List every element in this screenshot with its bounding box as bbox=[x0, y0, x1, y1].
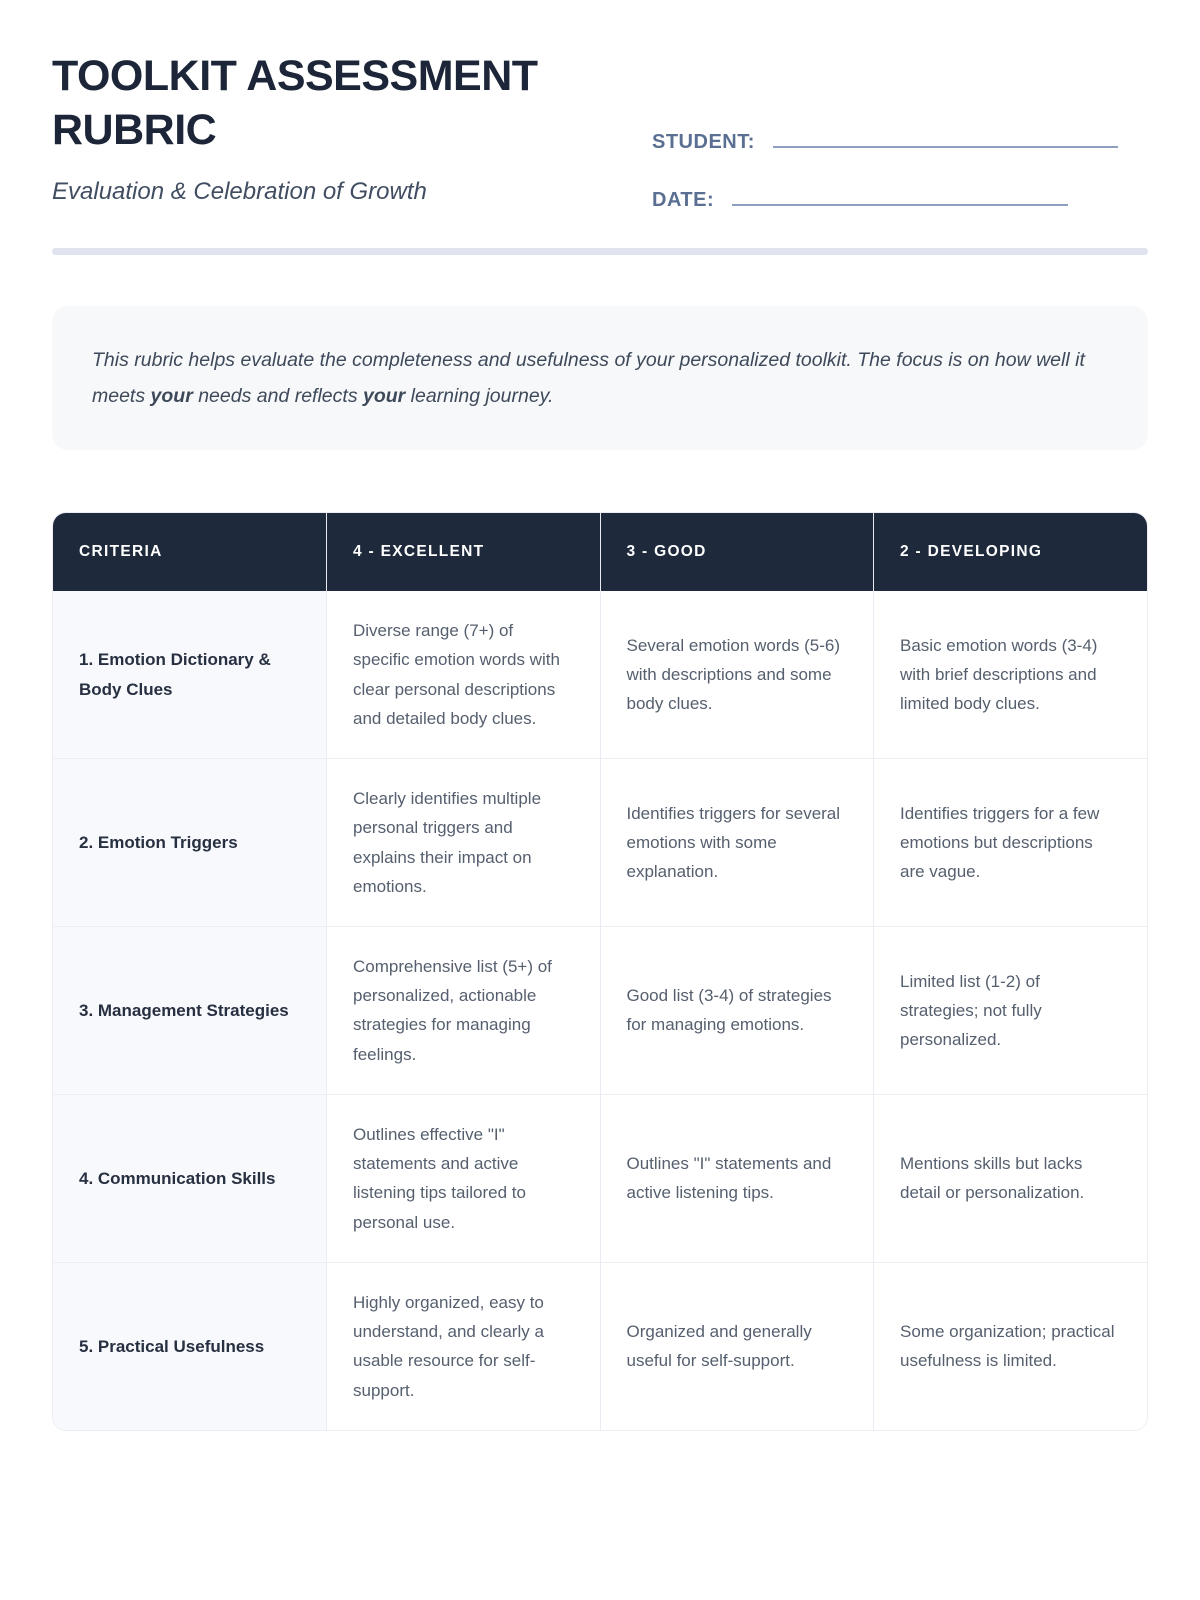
table-row: 2. Emotion Triggers Clearly identifies m… bbox=[53, 758, 1147, 927]
fields-block: STUDENT: DATE: bbox=[652, 122, 1118, 212]
developing-cell: Identifies triggers for a few emotions b… bbox=[873, 758, 1147, 927]
title-block: TOOLKIT ASSESSMENT RUBRIC Evaluation & C… bbox=[52, 50, 652, 206]
date-field-row: DATE: bbox=[652, 180, 1118, 212]
criteria-cell: 3. Management Strategies bbox=[53, 926, 327, 1095]
page-title: TOOLKIT ASSESSMENT RUBRIC bbox=[52, 52, 538, 154]
rubric-table-wrapper: CRITERIA 4 - EXCELLENT 3 - GOOD 2 - DEVE… bbox=[52, 512, 1148, 1431]
good-cell: Good list (3-4) of strategies for managi… bbox=[599, 926, 874, 1095]
intro-segment: needs and reflects bbox=[192, 385, 363, 408]
rubric-table: CRITERIA 4 - EXCELLENT 3 - GOOD 2 - DEVE… bbox=[53, 513, 1147, 1430]
table-row: 1. Emotion Dictionary & Body Clues Diver… bbox=[53, 591, 1147, 759]
table-row: 5. Practical Usefulness Highly organized… bbox=[53, 1261, 1147, 1430]
developing-cell: Limited list (1-2) of strategies; not fu… bbox=[873, 926, 1147, 1095]
date-fill-in-line bbox=[732, 180, 1068, 206]
criteria-cell: 2. Emotion Triggers bbox=[53, 758, 327, 927]
student-fill-in-line bbox=[772, 122, 1118, 148]
intro-segment: This rubric helps evaluate the completen… bbox=[92, 349, 1085, 408]
page-header: TOOLKIT ASSESSMENT RUBRIC Evaluation & C… bbox=[52, 50, 1148, 212]
student-label: STUDENT: bbox=[652, 131, 755, 153]
excellent-cell: Highly organized, easy to understand, an… bbox=[326, 1261, 600, 1430]
student-field-row: STUDENT: bbox=[652, 122, 1118, 154]
page-subtitle: Evaluation & Celebration of Growth bbox=[52, 177, 427, 205]
developing-cell: Some organization; practical usefulness … bbox=[873, 1261, 1147, 1430]
excellent-cell: Outlines effective "I" statements and ac… bbox=[326, 1093, 600, 1263]
good-cell: Identifies triggers for several emotions… bbox=[599, 758, 874, 927]
excellent-cell: Diverse range (7+) of specific emotion w… bbox=[326, 591, 600, 759]
column-header-criteria: CRITERIA bbox=[53, 513, 327, 592]
good-cell: Several emotion words (5-6) with descrip… bbox=[599, 591, 874, 759]
intro-card: This rubric helps evaluate the completen… bbox=[52, 306, 1148, 451]
criteria-cell: 1. Emotion Dictionary & Body Clues bbox=[53, 591, 327, 759]
intro-segment-bold: your bbox=[362, 385, 406, 408]
good-cell: Organized and generally useful for self-… bbox=[599, 1261, 874, 1430]
date-label: DATE: bbox=[652, 189, 715, 211]
table-row: 3. Management Strategies Comprehensive l… bbox=[53, 926, 1147, 1095]
developing-cell: Mentions skills but lacks detail or pers… bbox=[873, 1093, 1147, 1263]
column-header-excellent: 4 - EXCELLENT bbox=[326, 513, 600, 592]
table-header-row: CRITERIA 4 - EXCELLENT 3 - GOOD 2 - DEVE… bbox=[53, 513, 1147, 592]
criteria-cell: 4. Communication Skills bbox=[53, 1093, 327, 1263]
rubric-page: TOOLKIT ASSESSMENT RUBRIC Evaluation & C… bbox=[52, 50, 1148, 1431]
criteria-cell: 5. Practical Usefulness bbox=[53, 1261, 327, 1430]
excellent-cell: Clearly identifies multiple personal tri… bbox=[326, 758, 600, 927]
column-header-developing: 2 - DEVELOPING bbox=[873, 513, 1147, 592]
intro-segment: learning journey. bbox=[405, 385, 554, 408]
column-header-good: 3 - GOOD bbox=[599, 513, 874, 592]
section-divider bbox=[52, 248, 1148, 255]
intro-text: This rubric helps evaluate the completen… bbox=[92, 342, 1108, 414]
good-cell: Outlines "I" statements and active liste… bbox=[599, 1093, 874, 1263]
table-row: 4. Communication Skills Outlines effecti… bbox=[53, 1093, 1147, 1263]
excellent-cell: Comprehensive list (5+) of personalized,… bbox=[326, 926, 600, 1095]
intro-segment-bold: your bbox=[150, 385, 193, 408]
developing-cell: Basic emotion words (3-4) with brief des… bbox=[873, 591, 1147, 759]
